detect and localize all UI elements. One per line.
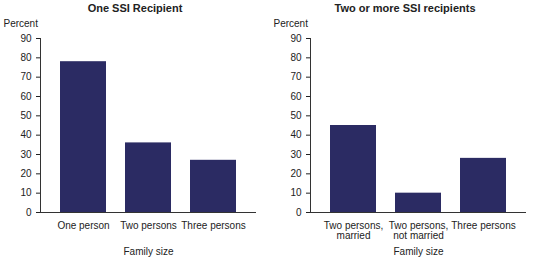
svg-text:50: 50 [290, 110, 302, 121]
svg-text:Three persons: Three persons [451, 220, 515, 231]
svg-text:20: 20 [290, 168, 302, 179]
svg-text:40: 40 [290, 129, 302, 140]
svg-text:One person: One person [57, 220, 109, 231]
svg-text:Two persons,married: Two persons,married [324, 220, 383, 241]
svg-text:10: 10 [20, 187, 32, 198]
svg-text:Two persons: Two persons [120, 220, 177, 231]
svg-text:40: 40 [20, 129, 32, 140]
svg-text:0: 0 [26, 207, 32, 218]
svg-text:90: 90 [20, 33, 32, 44]
svg-text:0: 0 [296, 207, 302, 218]
svg-text:Family size: Family size [123, 246, 173, 257]
svg-text:60: 60 [290, 91, 302, 102]
svg-text:Percent: Percent [274, 18, 309, 29]
svg-text:60: 60 [20, 91, 32, 102]
svg-text:30: 30 [20, 149, 32, 160]
svg-text:10: 10 [290, 187, 302, 198]
svg-text:80: 80 [20, 52, 32, 63]
html-text:One SSI Recipient: One SSI Recipient [87, 2, 183, 14]
svg-text:90: 90 [290, 33, 302, 44]
svg-text:70: 70 [20, 71, 32, 82]
svg-text:20: 20 [20, 168, 32, 179]
svg-text:30: 30 [290, 149, 302, 160]
html-text:Two or more SSI recipients: Two or more SSI recipients [334, 2, 476, 14]
svg-text:Two persons,not married: Two persons,not married [389, 220, 448, 241]
svg-text:80: 80 [290, 52, 302, 63]
svg-text:Family size: Family size [393, 246, 443, 257]
svg-text:Three persons: Three persons [181, 220, 245, 231]
svg-text:Percent: Percent [4, 18, 39, 29]
svg-text:50: 50 [20, 110, 32, 121]
svg-text:70: 70 [290, 71, 302, 82]
